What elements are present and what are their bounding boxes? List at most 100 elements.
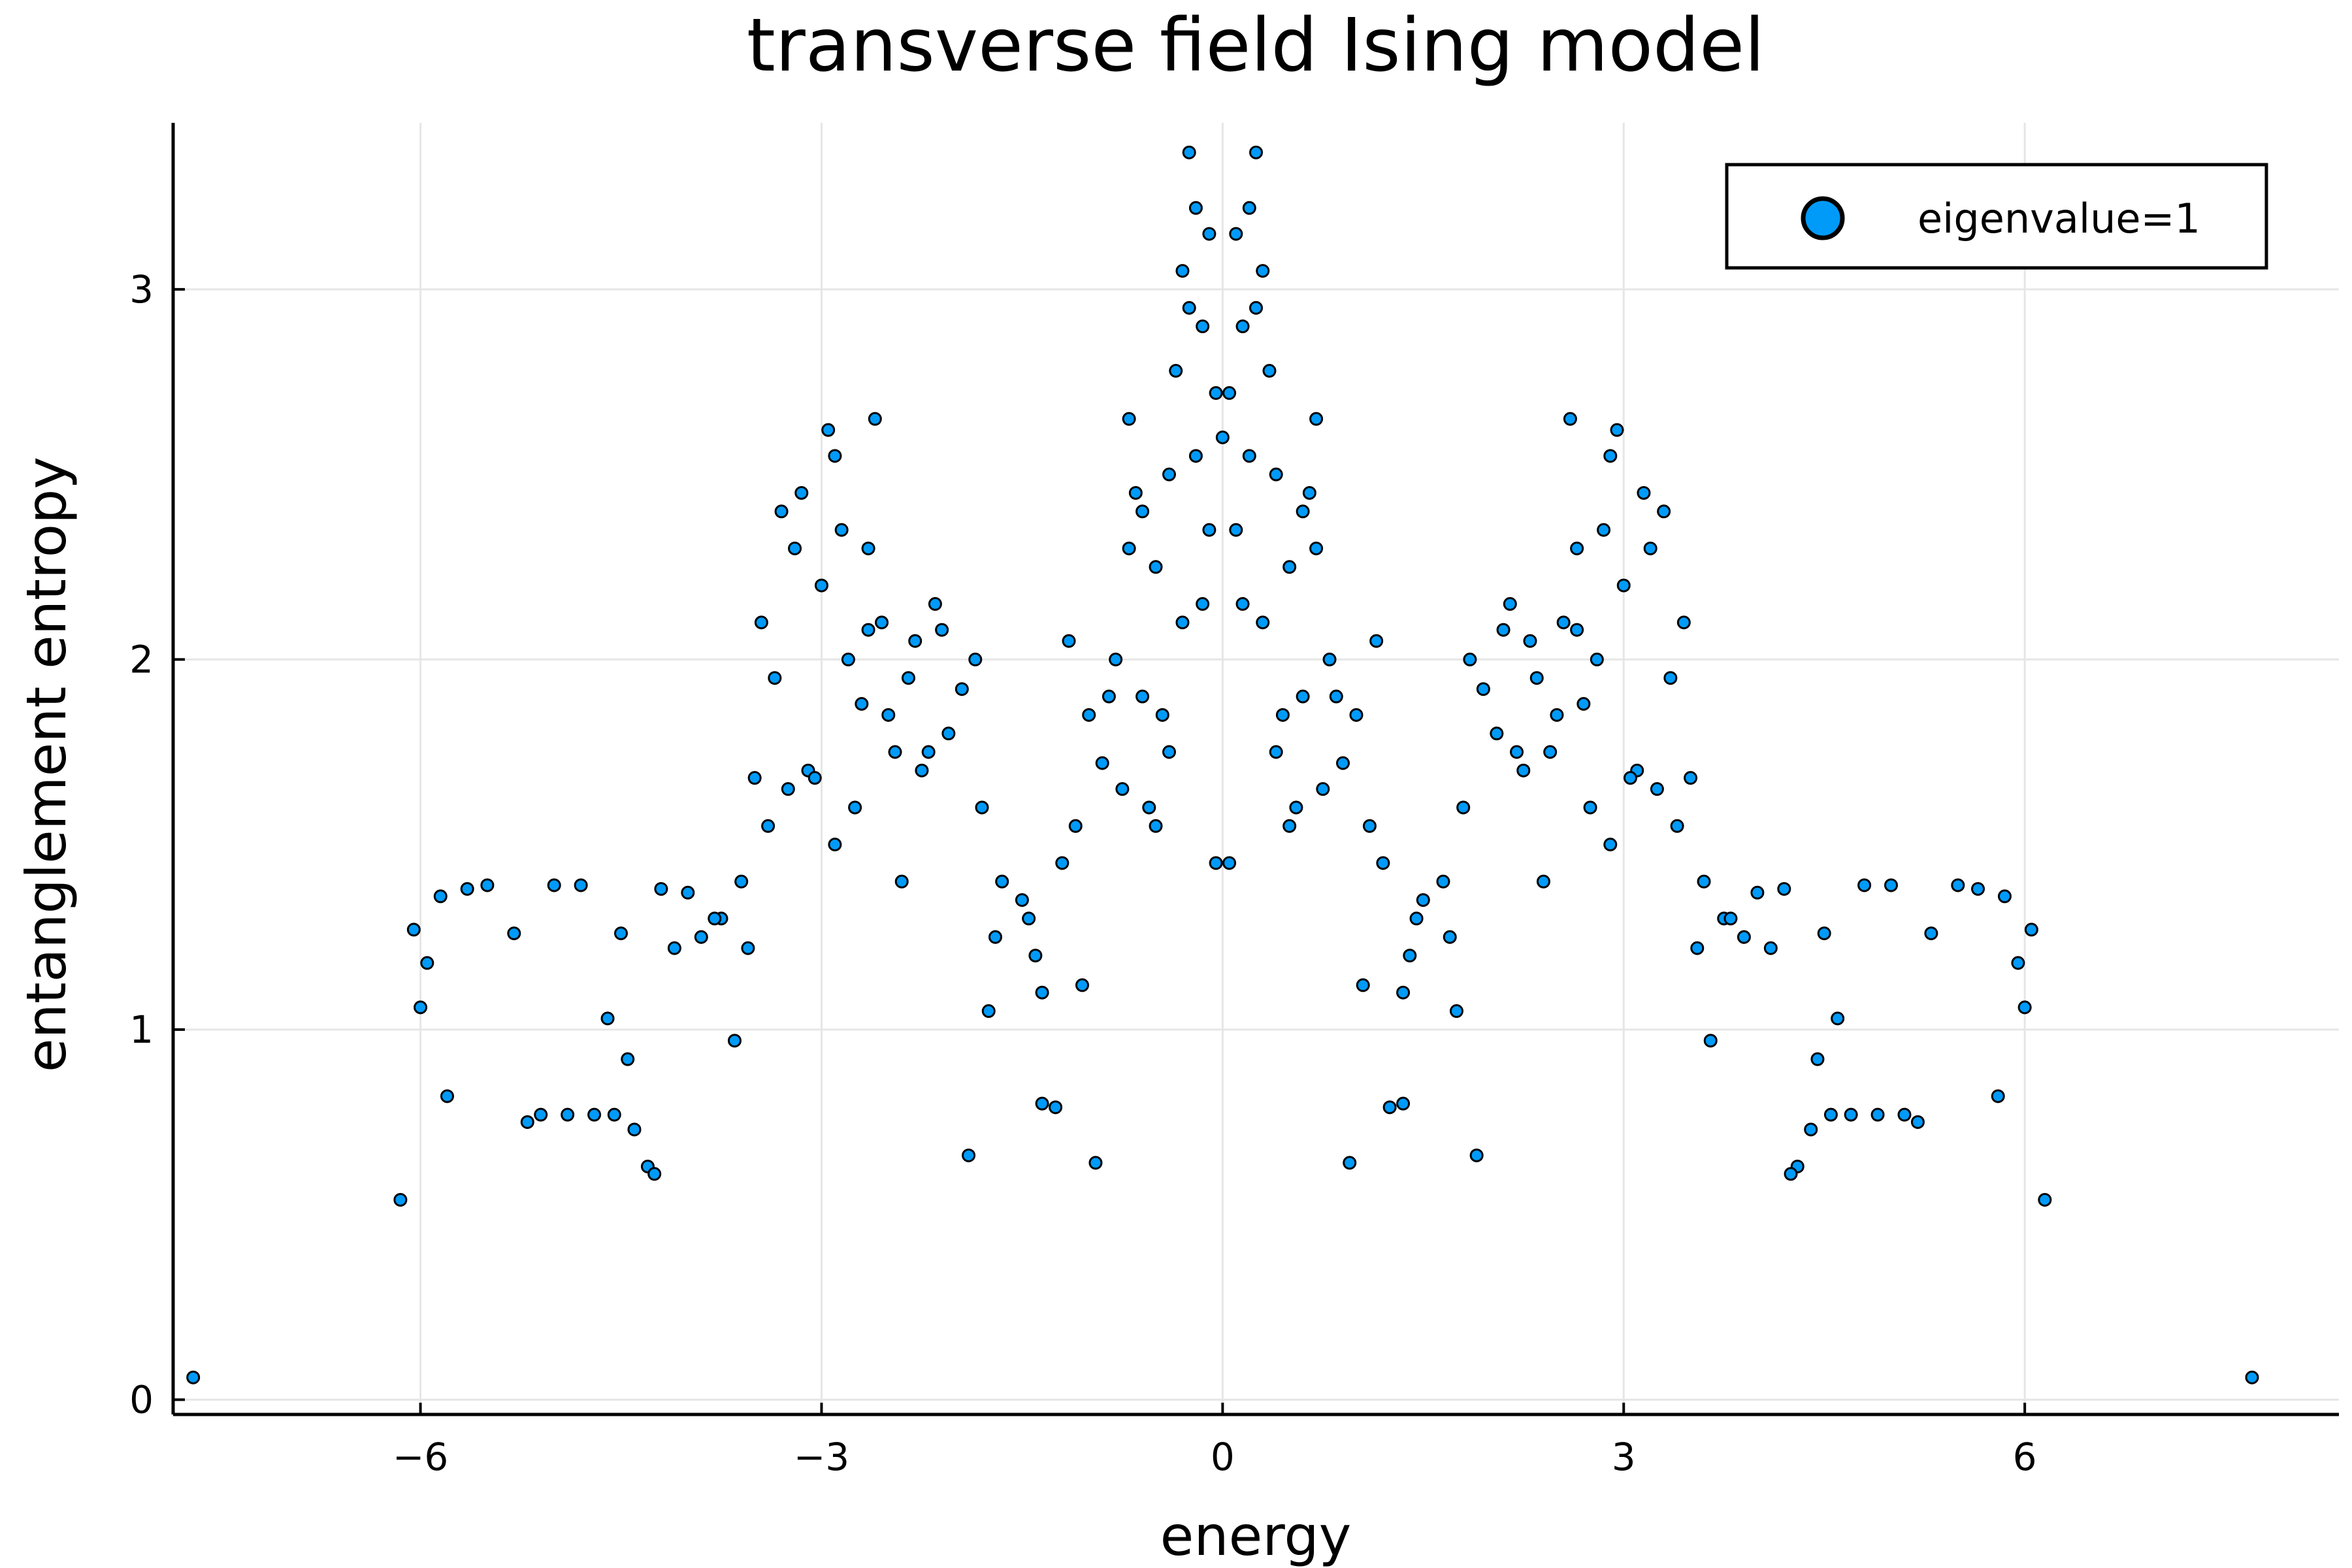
data-point [1188, 201, 1203, 215]
data-point [1637, 485, 1651, 500]
data-point [794, 485, 809, 500]
data-point [1951, 878, 1965, 892]
data-point [1142, 800, 1156, 815]
data-point [868, 412, 882, 426]
data-point [1068, 819, 1083, 833]
data-point [1884, 878, 1898, 892]
data-point [1088, 1156, 1103, 1170]
data-point [1343, 1156, 1357, 1170]
y-axis-label: entanglement entropy [14, 457, 78, 1072]
data-point [727, 1034, 742, 1048]
data-point [2011, 956, 2025, 970]
data-point [768, 671, 782, 685]
data-point [1382, 1100, 1397, 1115]
data-point [621, 1052, 635, 1066]
data-point [761, 819, 776, 833]
data-point [1449, 1004, 1463, 1019]
data-point [1670, 819, 1684, 833]
data-point [1924, 926, 1938, 941]
data-point [1282, 819, 1297, 833]
data-point [1690, 941, 1705, 955]
y-tick-label: 0 [129, 1377, 154, 1422]
data-point [1857, 878, 1872, 892]
data-point [1235, 596, 1250, 611]
data-point [1570, 623, 1584, 637]
data-point [1476, 682, 1490, 696]
x-tick-label: 3 [1612, 1435, 1636, 1479]
data-point [754, 615, 768, 630]
data-point [1115, 782, 1130, 796]
data-point [855, 696, 869, 711]
data-point [1523, 634, 1537, 648]
data-point [1663, 671, 1678, 685]
data-point [1196, 596, 1210, 611]
data-point [1823, 1107, 1838, 1122]
data-point [1616, 578, 1631, 593]
data-point [848, 800, 862, 815]
data-point [1175, 264, 1190, 278]
data-point [1102, 689, 1116, 704]
data-point [1135, 504, 1150, 519]
data-point [1275, 708, 1290, 722]
x-axis-ticks: −6 −3 0 3 6 [393, 1403, 2037, 1479]
data-point [975, 800, 989, 815]
data-point [186, 1370, 201, 1384]
data-point [828, 449, 842, 463]
data-point [1703, 1034, 1718, 1048]
data-point [861, 541, 875, 555]
data-point [654, 882, 668, 896]
data-point [1496, 623, 1511, 637]
data-point [406, 923, 421, 937]
data-point [1550, 708, 1564, 722]
data-point [607, 1107, 621, 1122]
data-point [414, 1000, 428, 1015]
data-point [955, 682, 969, 696]
data-point [1035, 1096, 1049, 1111]
data-point [1296, 689, 1310, 704]
data-point [1075, 978, 1089, 992]
data-point [1055, 856, 1070, 870]
data-point [741, 941, 755, 955]
data-point [1302, 485, 1316, 500]
data-point [1356, 978, 1370, 992]
data-point [834, 523, 849, 537]
data-point [433, 889, 448, 904]
data-point [881, 708, 896, 722]
data-point [1128, 485, 1143, 500]
data-point [1309, 541, 1324, 555]
data-point [941, 727, 956, 741]
data-point [1188, 449, 1203, 463]
data-point [1723, 911, 1738, 926]
data-point [1529, 671, 1544, 685]
data-point [888, 745, 902, 759]
data-point [928, 596, 942, 611]
data-point [1322, 652, 1337, 666]
x-axis-label: energy [1160, 1504, 1352, 1568]
data-point [1256, 615, 1270, 630]
data-point [981, 1004, 996, 1019]
data-point [1583, 800, 1597, 815]
data-point [1684, 771, 1698, 785]
data-point [1169, 364, 1183, 378]
data-point [841, 652, 855, 666]
data-point [681, 885, 695, 900]
data-point [1737, 930, 1751, 944]
data-point [1162, 745, 1176, 759]
data-point [1676, 615, 1691, 630]
data-point [1997, 889, 2012, 904]
data-point [1623, 771, 1637, 785]
x-tick-label: −6 [393, 1435, 449, 1479]
data-point [861, 623, 875, 637]
data-point [988, 930, 1002, 944]
data-point [734, 874, 749, 889]
data-point [480, 878, 495, 892]
data-point [667, 941, 681, 955]
data-point [1804, 1122, 1818, 1137]
data-point [962, 1148, 976, 1162]
data-point [627, 1122, 642, 1137]
data-point [1590, 652, 1604, 666]
data-point [460, 882, 474, 896]
chart-title: transverse field Ising model [747, 3, 1765, 88]
data-point [1750, 885, 1765, 900]
x-tick-label: −3 [794, 1435, 850, 1479]
